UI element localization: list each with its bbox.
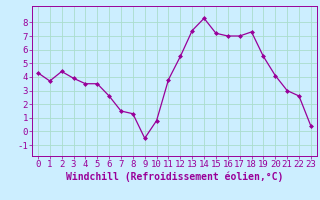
X-axis label: Windchill (Refroidissement éolien,°C): Windchill (Refroidissement éolien,°C): [66, 172, 283, 182]
